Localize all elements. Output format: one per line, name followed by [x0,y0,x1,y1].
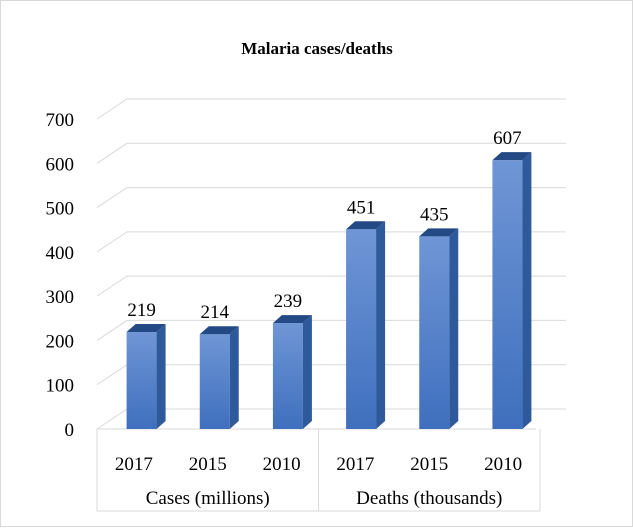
gridline [96,187,566,208]
gridline [96,142,566,164]
bar-top [419,228,459,237]
bar [492,160,523,429]
bar-side [156,324,166,429]
bar [272,323,303,429]
x-tick-label: 2010 [263,454,301,475]
x-group-label: Deaths (thousands) [356,488,502,509]
y-tick-label: 0 [65,420,75,441]
data-label: 435 [420,204,449,225]
y-tick-label: 100 [46,376,75,397]
y-tick-label: 400 [46,243,75,264]
bar-top [272,315,312,324]
bars [126,152,532,429]
bar-side [449,228,459,429]
x-tick-label: 2015 [410,454,448,475]
bar-top [346,221,386,230]
y-tick-label: 500 [46,199,75,220]
bar-top [492,152,532,161]
x-tick-label: 2017 [336,454,374,475]
y-tick-label: 600 [46,154,75,175]
bar-side [376,221,386,429]
bar-top [199,326,239,335]
data-labels: 219 214 239 451 435 607 [127,128,521,323]
x-axis: 2017 2015 2010 2017 2015 2010 Cases (millions)… [96,429,541,512]
gridline [96,98,566,120]
bar-side [302,315,312,429]
data-label: 214 [201,302,230,323]
bar [199,334,230,429]
data-label: 219 [127,300,156,321]
bar [126,332,157,429]
gridline [96,231,566,253]
x-group-label: Cases (millions) [146,488,270,509]
data-label: 607 [493,128,522,149]
bar [346,229,377,429]
y-axis-ticks: 0 100 200 300 400 500 600 700 [46,110,75,441]
y-tick-label: 200 [46,331,75,352]
x-tick-label: 2017 [115,454,153,475]
gridlines [96,98,566,430]
x-tick-label: 2015 [189,454,227,475]
y-tick-label: 300 [46,287,75,308]
bar [419,236,450,429]
y-tick-label: 700 [46,110,75,131]
chart-title: Malaria cases/deaths [241,39,393,58]
bar-side [229,326,239,429]
bar-side [522,152,532,429]
data-label: 451 [347,197,376,218]
data-label: 239 [274,291,303,312]
bar-top [126,324,166,333]
x-tick-label: 2010 [484,454,522,475]
